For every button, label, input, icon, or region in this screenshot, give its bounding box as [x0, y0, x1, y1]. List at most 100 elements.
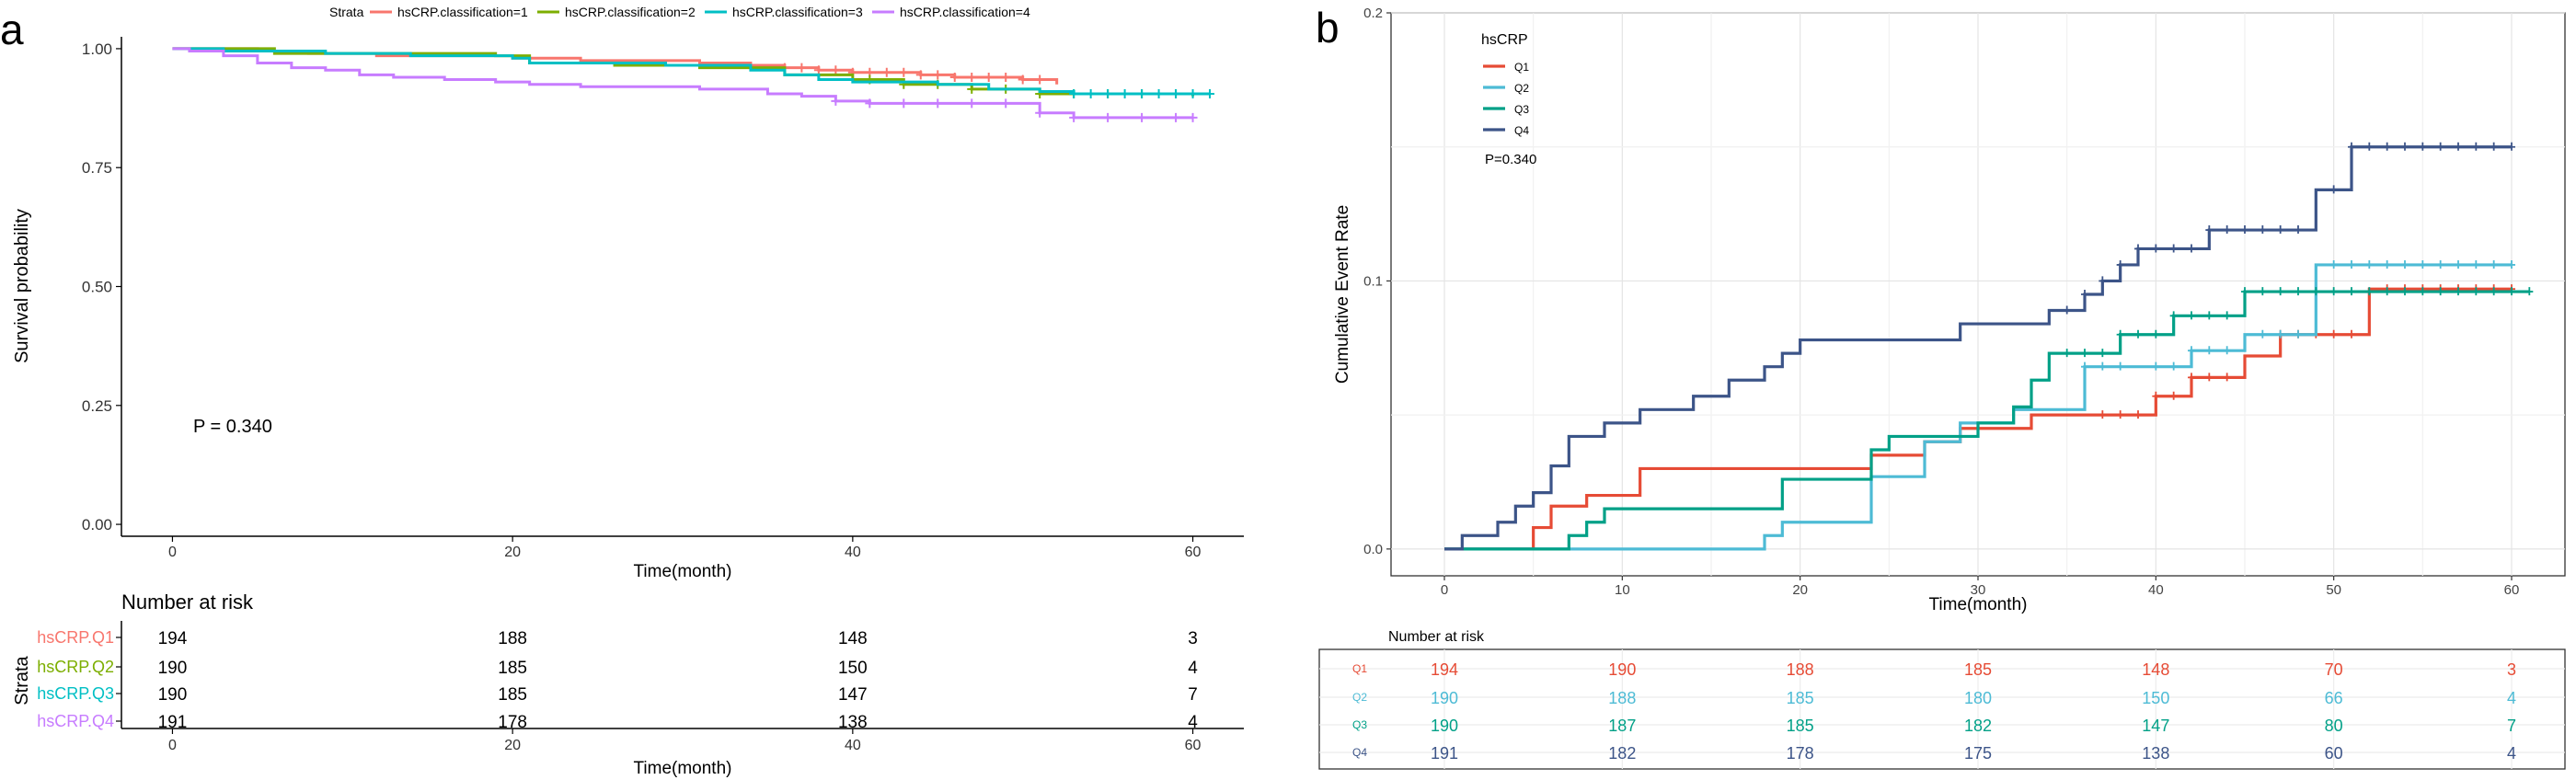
- risk-value: 148: [2142, 660, 2169, 679]
- censor-mark: [2188, 244, 2195, 253]
- censor-mark: [2152, 329, 2160, 338]
- y-tick-label: 0.00: [82, 516, 112, 533]
- risk-value: 4: [1188, 659, 1198, 678]
- x-axis-title: Time(month): [634, 562, 732, 581]
- censor-mark: [2188, 346, 2195, 355]
- risk-row-label: hsCRP.Q1: [37, 628, 114, 647]
- censor-mark: [2525, 287, 2534, 296]
- censor-mark: [2259, 225, 2267, 235]
- risk-table-title: Number at risk: [1388, 629, 1485, 645]
- y-tick-label: 0.2: [1363, 6, 1383, 21]
- censor-mark: [2259, 287, 2267, 296]
- risk-row-label: hsCRP.Q4: [37, 712, 114, 730]
- censor-mark: [2508, 259, 2515, 269]
- censor-mark: [2419, 259, 2427, 269]
- legend-item: hsCRP.classification=2: [537, 5, 696, 19]
- censor-mark: [2365, 259, 2374, 269]
- risk-value: 66: [2325, 689, 2343, 707]
- p-value: P=0.340: [1485, 152, 1536, 167]
- legend-label: Q4: [1514, 124, 1529, 137]
- censor-mark: [2365, 142, 2374, 151]
- censor-mark: [2241, 287, 2248, 296]
- censor-mark: [2169, 361, 2178, 371]
- censor-mark: [2455, 142, 2462, 151]
- risk-row-label: Q1: [1352, 662, 1367, 675]
- risk-value: 185: [1787, 689, 1814, 707]
- panel-b-letter: b: [1316, 4, 1340, 52]
- censor-mark: [967, 84, 977, 94]
- risk-value: 175: [1964, 744, 1992, 763]
- y-axis-ticks: 0.0 0.1 0.2: [1363, 6, 1391, 557]
- legend-label: Q2: [1514, 82, 1529, 95]
- censor-mark: [2081, 361, 2088, 371]
- censor-mark: [967, 98, 977, 109]
- risk-value: 191: [158, 713, 188, 732]
- risk-value: 138: [838, 713, 868, 732]
- risk-value: 188: [1608, 689, 1636, 707]
- censor-mark: [2312, 287, 2320, 296]
- censor-mark: [2063, 349, 2071, 358]
- km-step-line: [172, 47, 1195, 97]
- risk-value: 191: [1431, 744, 1458, 763]
- risk-value: 190: [158, 659, 188, 678]
- x-tick-label: 0: [1441, 582, 1448, 598]
- risk-x-axis-title: Time(month): [634, 759, 732, 778]
- censor-mark: [933, 70, 943, 80]
- series-curve: [172, 47, 1215, 99]
- censor-mark: [2436, 287, 2444, 296]
- risk-value: 178: [1787, 744, 1814, 763]
- censor-mark: [2294, 287, 2302, 296]
- censor-mark: [1001, 98, 1011, 109]
- risk-value: 150: [2142, 689, 2169, 707]
- series-curve: [172, 47, 1198, 122]
- censor-mark: [1120, 89, 1130, 99]
- censor-mark: [1171, 89, 1181, 99]
- censor-mark: [2419, 287, 2427, 296]
- legend-label: Q1: [1514, 61, 1529, 74]
- risk-value: 188: [498, 629, 527, 648]
- y-axis-title: Survival probability: [12, 209, 32, 363]
- censor-mark: [2329, 185, 2338, 194]
- y-tick-label: 1.00: [82, 40, 112, 58]
- censor-mark: [2152, 391, 2160, 400]
- risk-row-label: Q3: [1352, 718, 1367, 731]
- censor-mark: [2152, 244, 2160, 253]
- risk-row: hsCRP.Q1 194 188 148 3: [37, 628, 1198, 648]
- risk-value: 3: [1188, 629, 1198, 648]
- legend-item: Q1: [1483, 61, 1529, 74]
- risk-table-title: Number at risk: [121, 591, 254, 614]
- censor-mark: [2276, 287, 2284, 296]
- y-tick-label: 0.25: [82, 397, 112, 415]
- risk-value: 190: [1608, 660, 1636, 679]
- risk-value: 185: [498, 659, 527, 678]
- risk-grid: [1319, 649, 2565, 769]
- censor-mark: [1154, 89, 1164, 99]
- x-tick-label: 50: [2326, 582, 2341, 598]
- censor-mark: [2490, 287, 2498, 296]
- x-tick-label: 20: [504, 545, 521, 560]
- censor-mark: [2436, 259, 2444, 269]
- censor-mark: [1035, 75, 1045, 85]
- series-curve: [1444, 142, 2515, 551]
- risk-value: 194: [158, 629, 188, 648]
- risk-x-ticks: 0 20 40 60: [168, 728, 1202, 753]
- risk-row: Q1 194 190 188 185 148 70 3: [1352, 660, 2516, 679]
- censor-mark: [2455, 259, 2462, 269]
- censor-mark: [2081, 290, 2088, 298]
- censor-mark: [2205, 346, 2214, 355]
- censor-mark: [2099, 361, 2107, 371]
- risk-value: 185: [498, 685, 527, 705]
- legend-item: Q4: [1483, 124, 1529, 137]
- censor-mark: [2508, 142, 2515, 151]
- censor-mark: [2223, 311, 2231, 320]
- censor-mark: [2116, 361, 2124, 371]
- risk-value: 178: [498, 713, 527, 732]
- censor-mark: [2276, 329, 2284, 338]
- risk-row: Q2 190 188 185 180 150 66 4: [1352, 689, 2516, 707]
- censor-mark: [2383, 142, 2391, 151]
- censor-mark: [2401, 287, 2409, 296]
- censor-mark: [933, 98, 943, 109]
- censor-mark: [2116, 259, 2124, 269]
- censor-mark: [2169, 391, 2178, 400]
